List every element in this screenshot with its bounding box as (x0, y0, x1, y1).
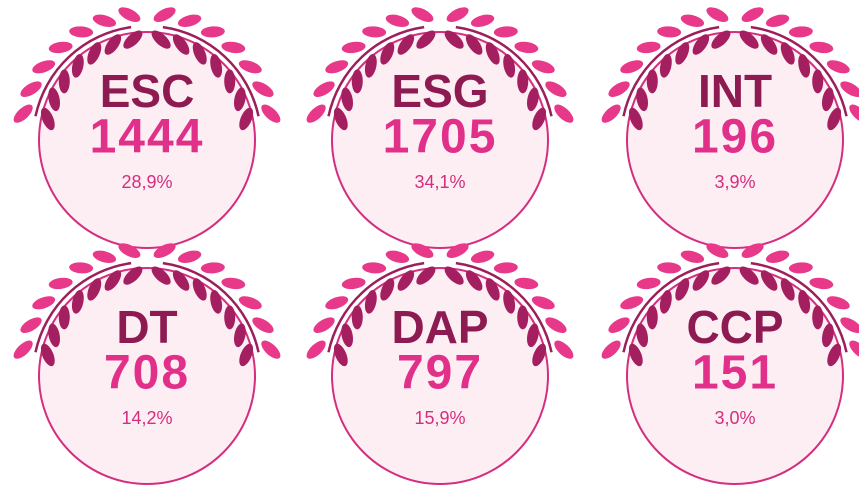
laurel-leaf (809, 40, 834, 54)
badge-count: 797 (397, 347, 483, 400)
laurel-leaf (657, 26, 682, 39)
laurel-leaf (636, 40, 661, 54)
laurel-leaf (470, 248, 496, 265)
laurel-leaf (151, 4, 177, 25)
laurel-leaf (341, 276, 366, 290)
laurel-leaf (258, 101, 283, 125)
badge-code: ESG (391, 65, 488, 117)
laurel-leaf (846, 337, 859, 361)
laurel-leaf (619, 294, 645, 312)
badge-count: 1705 (383, 111, 498, 164)
laurel-leaf (825, 58, 851, 76)
laurel-leaf (221, 276, 246, 290)
laurel-leaf (201, 26, 226, 39)
badge-percent: 28,9% (121, 172, 172, 192)
laurel-leaf (237, 58, 263, 76)
laurel-leaf (739, 4, 765, 25)
laurel-leaf (599, 337, 624, 361)
laurel-leaf (765, 12, 791, 29)
laurel-leaf (11, 101, 36, 125)
badge-code: INT (698, 65, 772, 117)
laurel-leaf (494, 26, 519, 39)
laurel-leaf (636, 276, 661, 290)
badge-code: DAP (391, 301, 488, 353)
laurel-leaf (341, 40, 366, 54)
badge: DT708 14,2% (11, 240, 284, 484)
badge-count: 151 (692, 347, 778, 400)
laurel-leaf (530, 294, 556, 312)
laurel-leaf (237, 294, 263, 312)
laurel-leaf (409, 4, 435, 25)
badge-percent: 34,1% (414, 172, 465, 192)
laurel-leaf (48, 276, 73, 290)
badge-percent: 3,9% (714, 172, 755, 192)
laurel-leaf (91, 12, 117, 29)
infographic: ESC1444 28,9% ESG1705 34,1% INT196 3,9% DT708 1… (0, 0, 859, 488)
laurel-leaf (679, 12, 705, 29)
laurel-leaf (657, 262, 682, 275)
laurel-leaf (304, 337, 329, 361)
laurel-leaf (809, 276, 834, 290)
laurel-leaf (69, 26, 94, 39)
badge-code: ESC (100, 65, 195, 117)
laurel-leaf (846, 101, 859, 125)
laurel-leaf (116, 4, 142, 25)
laurel-leaf (384, 248, 410, 265)
badge: DAP797 15,9% (304, 240, 577, 484)
laurel-leaf (494, 262, 519, 275)
laurel-leaf (201, 262, 226, 275)
laurel-leaf (679, 248, 705, 265)
badge: INT196 3,9% (599, 4, 859, 248)
laurel-leaf (530, 58, 556, 76)
laurel-leaf (177, 248, 203, 265)
laurel-leaf (551, 101, 576, 125)
laurel-leaf (514, 276, 539, 290)
laurel-leaf (789, 262, 814, 275)
laurel-leaf (324, 58, 350, 76)
laurel-leaf (384, 12, 410, 29)
badge-percent: 14,2% (121, 408, 172, 428)
laurel-leaf (177, 12, 203, 29)
badge-count: 708 (104, 347, 190, 400)
laurel-leaf (324, 294, 350, 312)
laurel-leaf (221, 40, 246, 54)
laurel-leaf (704, 4, 730, 25)
laurel-leaf (91, 248, 117, 265)
laurel-leaf (599, 101, 624, 125)
badge-count: 1444 (90, 111, 205, 164)
laurel-leaf (11, 337, 36, 361)
laurel-leaf (31, 58, 57, 76)
laurel-leaf (258, 337, 283, 361)
laurel-leaf (362, 26, 387, 39)
badge-percent: 3,0% (714, 408, 755, 428)
laurel-leaf (619, 58, 645, 76)
laurel-leaf (48, 40, 73, 54)
badge-code: DT (116, 301, 177, 353)
badge: CCP151 3,0% (599, 240, 859, 484)
laurel-leaf (31, 294, 57, 312)
laurel-leaf (789, 26, 814, 39)
badge-percent: 15,9% (414, 408, 465, 428)
badge-count: 196 (692, 111, 778, 164)
laurel-leaf (551, 337, 576, 361)
badge-code: CCP (686, 301, 783, 353)
badge: ESC1444 28,9% (11, 4, 284, 248)
laurel-leaf (514, 40, 539, 54)
laurel-leaf (444, 4, 470, 25)
laurel-leaf (765, 248, 791, 265)
laurel-leaf (69, 262, 94, 275)
laurel-leaf (304, 101, 329, 125)
laurel-leaf (825, 294, 851, 312)
laurel-leaf (362, 262, 387, 275)
laurel-leaf (470, 12, 496, 29)
